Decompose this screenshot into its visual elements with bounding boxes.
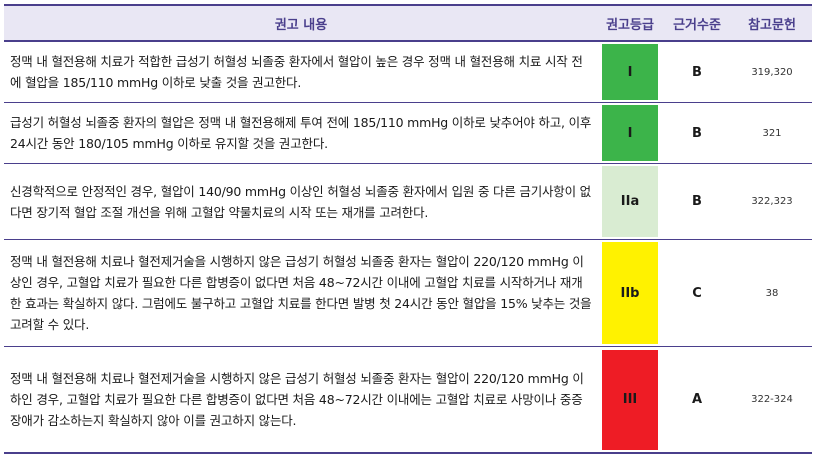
grade-badge: I (602, 44, 658, 100)
table-row: 정맥 내 혈전용해 치료가 적합한 급성기 허혈성 뇌졸중 환자에서 혈압이 높… (4, 41, 812, 103)
header-refs: 참고문헌 (732, 4, 812, 42)
grade-badge: IIa (602, 166, 658, 237)
evidence-level: B (662, 163, 732, 240)
reference-list: 321 (732, 102, 812, 164)
grade-badge: III (602, 349, 658, 450)
grade-badge: IIb (602, 242, 658, 344)
recommendation-text: 급성기 허혈성 뇌졸중 환자의 혈압은 정맥 내 혈전용해제 투여 전에 185… (4, 102, 598, 164)
table-row: 정맥 내 혈전용해 치료나 혈전제거술을 시행하지 않은 급성기 허혈성 뇌졸중… (4, 239, 812, 347)
header-grade: 권고등급 (598, 4, 662, 42)
table-row: 급성기 허혈성 뇌졸중 환자의 혈압은 정맥 내 혈전용해제 투여 전에 185… (4, 102, 812, 164)
evidence-level: B (662, 41, 732, 103)
recommendation-text: 정맥 내 혈전용해 치료나 혈전제거술을 시행하지 않은 급성기 허혈성 뇌졸중… (4, 239, 598, 347)
table-row: 정맥 내 혈전용해 치료나 혈전제거술을 시행하지 않은 급성기 허혈성 뇌졸중… (4, 346, 812, 454)
evidence-level: B (662, 102, 732, 164)
grade-cell: III (598, 346, 662, 454)
grade-cell: I (598, 102, 662, 164)
reference-list: 322-324 (732, 346, 812, 454)
recommendation-text: 정맥 내 혈전용해 치료가 적합한 급성기 허혈성 뇌졸중 환자에서 혈압이 높… (4, 41, 598, 103)
grade-cell: I (598, 41, 662, 103)
recommendation-table: 권고 내용 권고등급 근거수준 참고문헌 정맥 내 혈전용해 치료가 적합한 급… (4, 4, 812, 454)
evidence-level: C (662, 239, 732, 347)
recommendation-text: 정맥 내 혈전용해 치료나 혈전제거술을 시행하지 않은 급성기 허혈성 뇌졸중… (4, 346, 598, 454)
grade-cell: IIb (598, 239, 662, 347)
header-content: 권고 내용 (4, 4, 598, 42)
recommendation-table-container: 권고 내용 권고등급 근거수준 참고문헌 정맥 내 혈전용해 치료가 적합한 급… (4, 4, 812, 454)
reference-list: 38 (732, 239, 812, 347)
reference-list: 322,323 (732, 163, 812, 240)
evidence-level: A (662, 346, 732, 454)
grade-cell: IIa (598, 163, 662, 240)
header-level: 근거수준 (662, 4, 732, 42)
recommendation-text: 신경학적으로 안정적인 경우, 혈압이 140/90 mmHg 이상인 허혈성 … (4, 163, 598, 240)
reference-list: 319,320 (732, 41, 812, 103)
table-row: 신경학적으로 안정적인 경우, 혈압이 140/90 mmHg 이상인 허혈성 … (4, 163, 812, 240)
table-header-row: 권고 내용 권고등급 근거수준 참고문헌 (4, 4, 812, 42)
grade-badge: I (602, 105, 658, 161)
